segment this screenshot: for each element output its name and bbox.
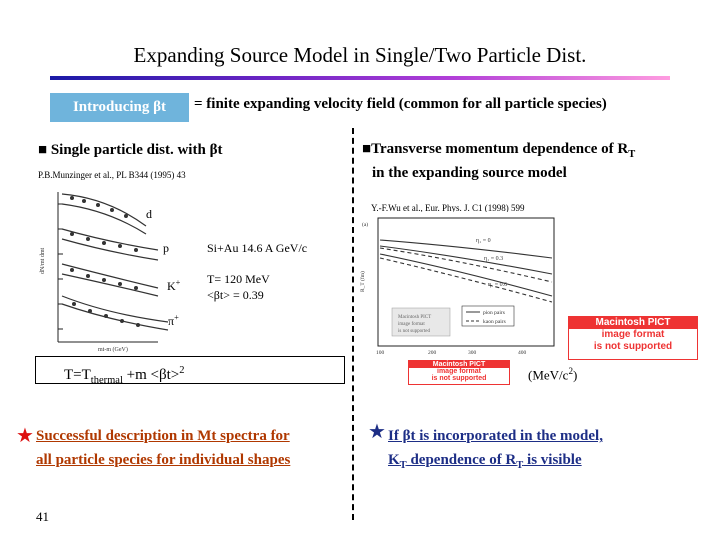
pict-large-line3: is not supported bbox=[593, 341, 673, 352]
unit-sup: 2 bbox=[568, 366, 573, 376]
pict-large-line2: image format bbox=[601, 329, 665, 340]
svg-text:300: 300 bbox=[468, 350, 477, 356]
page-number: 41 bbox=[36, 509, 49, 524]
intro-description: = finite expanding velocity field (commo… bbox=[194, 96, 607, 112]
title-gradient-rule bbox=[50, 76, 670, 80]
right-bullet-icon: ■ bbox=[362, 141, 372, 157]
right-conclusion: If βt is incorporated in the model, KT d… bbox=[388, 424, 603, 478]
dependence-text: dependence of R bbox=[406, 452, 517, 468]
right-heading: ■Transverse momentum dependence of RT in… bbox=[362, 140, 702, 183]
unit-text: (MeV/c bbox=[528, 367, 569, 383]
column-divider bbox=[352, 128, 354, 520]
right-heading-sub: T bbox=[628, 149, 636, 160]
svg-text:Macintosh PICT: Macintosh PICT bbox=[398, 315, 431, 320]
label-kaon-sup: + bbox=[175, 278, 181, 287]
pict-small-line2: image format bbox=[437, 368, 481, 375]
collision-annotation: Si+Au 14.6 A GeV/c bbox=[207, 241, 308, 255]
pict-small-line3: is not supported bbox=[431, 375, 487, 382]
kt-text: K bbox=[388, 452, 400, 468]
svg-text:dN/mt dmt: dN/mt dmt bbox=[40, 247, 46, 274]
left-bullet-icon: ■ bbox=[38, 142, 48, 158]
formula-part2: +m <βt> bbox=[122, 367, 180, 383]
right-conclusion-line2: KT dependence of RT is visible bbox=[388, 448, 603, 478]
rt-vs-kt-plot: η₁ = 0 η₁ = 0.3 η₁ = 0.6 pion pairs kaon… bbox=[358, 212, 558, 357]
unit-close: ) bbox=[572, 367, 578, 383]
star-icon-right: ★ bbox=[368, 421, 386, 443]
kt-unit-label: (MeV/c2) bbox=[528, 366, 577, 383]
svg-text:image format: image format bbox=[398, 322, 425, 327]
mt-spectra-plot: dN/mt dmt mt-m (GeV) bbox=[38, 184, 208, 354]
kt-sub: T bbox=[399, 460, 407, 471]
rt-sub: T bbox=[516, 460, 524, 471]
left-heading-text: Single particle dist. with βt bbox=[50, 142, 223, 158]
left-conclusion: Successful description in Mt spectra for… bbox=[36, 424, 290, 472]
fit-beta: <βt> = 0.39 bbox=[207, 288, 264, 302]
svg-text:400: 400 bbox=[518, 350, 527, 356]
star-icon-left: ★ bbox=[16, 425, 34, 447]
temperature-formula: T=Tthermal +m <βt>2 bbox=[35, 356, 345, 386]
svg-text:mt-m (GeV): mt-m (GeV) bbox=[98, 346, 128, 353]
pict-unsupported-large: Macintosh PICT image format is not suppo… bbox=[568, 316, 698, 360]
left-conclusion-line1: Successful description in Mt spectra for bbox=[36, 428, 290, 444]
formula-sup: 2 bbox=[179, 365, 185, 376]
svg-text:η₁ = 0.6: η₁ = 0.6 bbox=[488, 282, 507, 288]
svg-text:R_T (fm): R_T (fm) bbox=[359, 271, 366, 292]
right-heading-line2: in the expanding source model bbox=[372, 165, 567, 181]
label-deuteron: d bbox=[146, 207, 152, 221]
left-conclusion-line2: all particle species for individual shap… bbox=[36, 452, 291, 468]
svg-text:is not supported: is not supported bbox=[398, 329, 430, 334]
right-heading-text: Transverse momentum dependence of R bbox=[371, 141, 629, 157]
fit-temperature: T= 120 MeV bbox=[207, 272, 270, 286]
svg-text:100: 100 bbox=[376, 350, 385, 356]
intro-box: Introducing βt bbox=[50, 93, 189, 122]
left-reference: P.B.Munzinger et al., PL B344 (1995) 43 bbox=[38, 170, 186, 180]
right-conclusion-line1: If βt is incorporated in the model, bbox=[388, 428, 603, 444]
label-proton: p bbox=[163, 241, 169, 255]
svg-text:(a): (a) bbox=[362, 221, 368, 228]
pict-large-line1: Macintosh PICT bbox=[569, 317, 697, 329]
formula-part1: T=T bbox=[64, 367, 91, 383]
left-heading: ■ Single particle dist. with βt bbox=[38, 142, 222, 159]
formula-sub: thermal bbox=[90, 375, 123, 386]
pict-small-line1: Macintosh PICT bbox=[409, 361, 509, 368]
label-kaon: K+ bbox=[167, 278, 180, 294]
svg-text:η₁ = 0: η₁ = 0 bbox=[476, 238, 491, 244]
visible-text: is visible bbox=[523, 452, 582, 468]
label-pion-base: π bbox=[168, 314, 175, 328]
fit-parameters: T= 120 MeV <βt> = 0.39 bbox=[207, 271, 270, 303]
label-pion-sup: + bbox=[174, 313, 179, 322]
label-pion: π+ bbox=[168, 313, 179, 329]
label-kaon-base: K bbox=[167, 279, 176, 293]
svg-text:200: 200 bbox=[428, 350, 437, 356]
right-reference: Y.-F.Wu et al., Eur. Phys. J. C1 (1998) … bbox=[371, 203, 525, 213]
pict-unsupported-small: Macintosh PICT image format is not suppo… bbox=[408, 360, 510, 385]
svg-text:pion pairs: pion pairs bbox=[483, 310, 505, 316]
svg-text:kaon pairs: kaon pairs bbox=[483, 319, 506, 325]
slide-title: Expanding Source Model in Single/Two Par… bbox=[133, 43, 587, 67]
svg-text:η₁ = 0.3: η₁ = 0.3 bbox=[484, 256, 503, 262]
